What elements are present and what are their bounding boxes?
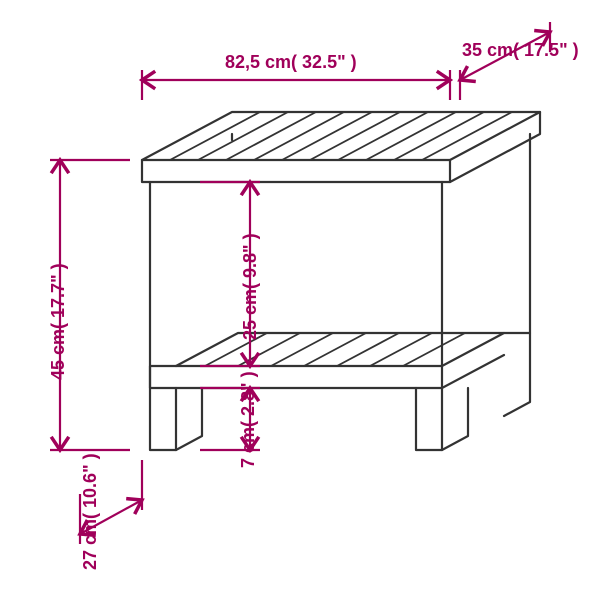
dim-height-label: 45 cm( 17.7" ) <box>48 263 69 380</box>
front-left-leg-side <box>176 388 202 450</box>
dimension-lines <box>50 22 550 544</box>
front-right-leg <box>416 182 442 450</box>
dim-sdepth-label: 27 cm( 10.6" ) <box>80 453 101 570</box>
shelf-right-rail <box>442 333 530 388</box>
back-right-leg <box>504 134 530 416</box>
top-surface <box>142 112 540 160</box>
dim-width-label: 82,5 cm( 32.5" ) <box>225 52 357 73</box>
dim-clear-label: 7 cm( 2.8" ) <box>238 371 259 468</box>
front-left-leg <box>150 182 176 450</box>
top-slats <box>170 112 512 160</box>
front-right-leg-side <box>442 388 468 450</box>
product-drawing <box>142 112 540 450</box>
dim-depth-label: 35 cm( 17.5" ) <box>462 40 579 61</box>
shelf-front-rail <box>150 366 442 388</box>
dim-gap-label: 25 cm( 9.8" ) <box>240 233 261 340</box>
top-front-edge <box>142 160 450 182</box>
